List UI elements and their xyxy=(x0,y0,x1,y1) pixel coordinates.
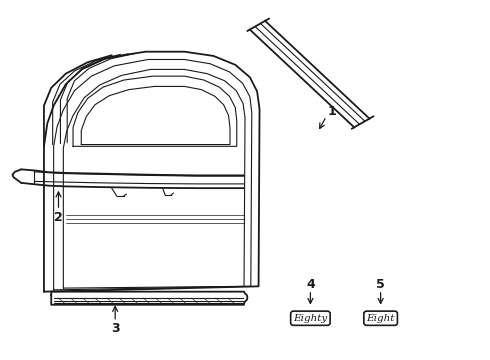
Text: 5: 5 xyxy=(376,278,385,291)
Text: 1: 1 xyxy=(328,105,337,118)
Text: 3: 3 xyxy=(111,321,120,335)
Text: 4: 4 xyxy=(306,278,315,291)
Text: 2: 2 xyxy=(54,211,63,224)
Text: Eight: Eight xyxy=(367,314,395,323)
Text: Eighty: Eighty xyxy=(294,314,327,323)
